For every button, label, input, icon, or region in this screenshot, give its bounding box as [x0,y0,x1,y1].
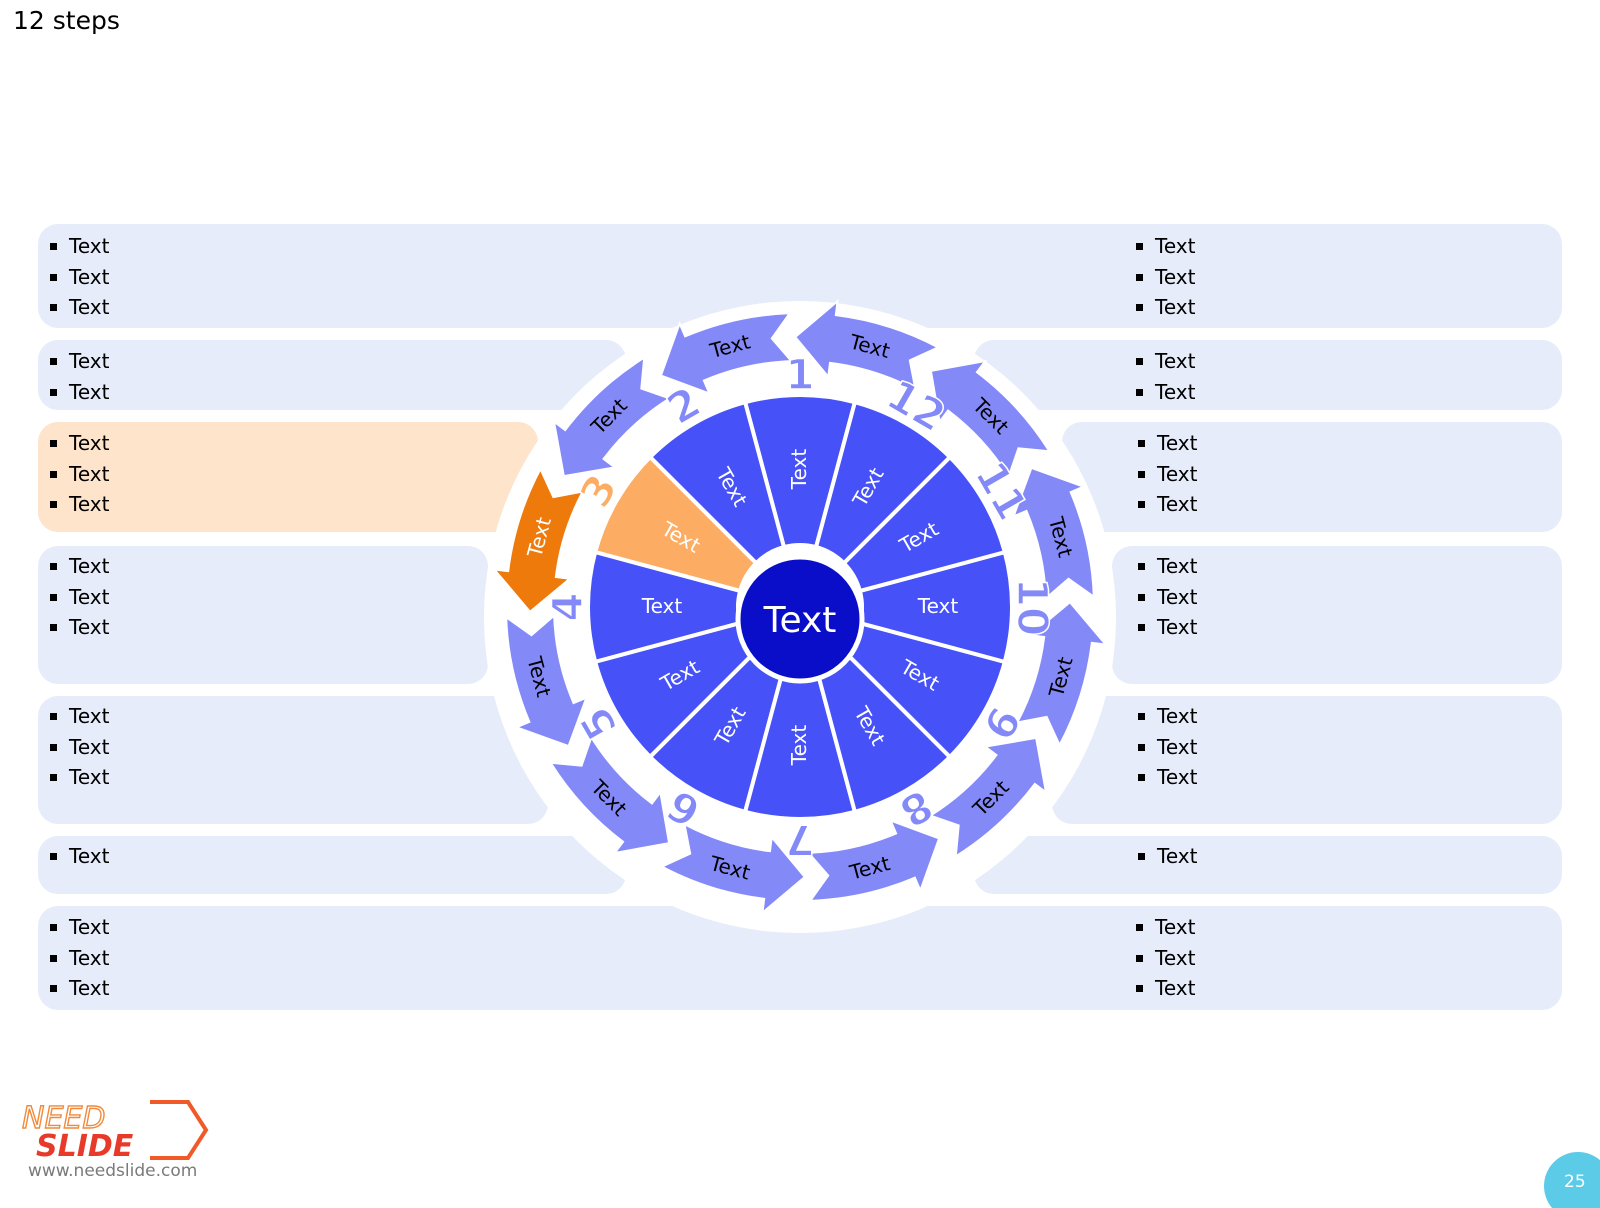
bullet-list-left-3: Text Text Text [50,428,109,520]
flow-arrow-8 [928,736,1048,859]
bullet-item: Text [1138,732,1197,763]
bullet-item: Text [1136,377,1195,408]
bullet-item: Text [1138,762,1197,793]
bullet-item: Text [50,231,109,262]
bullet-list-right-7: Text Text Text [1136,912,1195,1004]
page-number-badge [1544,1152,1600,1208]
center-circle [735,554,865,684]
step-number-4: 4 [543,592,592,621]
bullet-item: Text [1136,262,1195,293]
needslide-logo: NEED SLIDE [21,1100,209,1162]
bullet-list-right-2: Text Text [1136,346,1195,407]
bullet-item: Text [50,292,109,323]
bullet-item: Text [1136,231,1195,262]
bullet-item: Text [1138,841,1197,872]
bullet-item: Text [50,841,109,872]
bullet-list-left-2: Text Text [50,346,109,407]
flow-arrow-10 [1011,466,1095,601]
footer-url: www.needslide.com [28,1161,198,1181]
bullet-list-left-5: Text Text Text [50,701,109,793]
text-panel-right-2 [974,340,1562,410]
bullet-item: Text [50,732,109,763]
bullet-item: Text [1136,346,1195,377]
flow-arrow-4 [505,613,589,748]
text-panel-left-4 [38,546,488,684]
text-panel-right-5 [1052,696,1562,824]
bullet-item: Text [1138,489,1197,520]
bullet-item: Text [50,377,109,408]
bullet-list-left-6: Text [50,841,109,872]
step-number-10: 10 [1008,578,1057,636]
bullet-item: Text [50,612,109,643]
logo-text-bottom: SLIDE [36,1129,134,1162]
bullet-item: Text [1136,292,1195,323]
step-number-1: 1 [785,350,814,399]
bullet-list-right-1: Text Text Text [1136,231,1195,323]
flow-arrow-5 [548,735,671,855]
flow-arrow-11 [929,359,1052,479]
flow-arrow-6 [659,822,807,916]
text-panel-right-6 [974,836,1562,894]
bullet-item: Text [50,346,109,377]
bullet-item: Text [50,943,109,974]
sector-step-3 [592,454,759,594]
sector-label-1: Text [787,449,811,491]
sector-label-7: Text [787,725,811,767]
text-panel-left-6 [38,836,626,894]
flow-arrow-1 [659,312,794,396]
sector-step-12 [813,399,953,566]
flow-arrow-3 [491,466,585,614]
flow-arrow-12 [793,298,941,392]
bullet-item: Text [1138,701,1197,732]
bullet-item: Text [50,459,109,490]
bullet-item: Text [50,762,109,793]
bullet-list-right-5: Text Text Text [1138,701,1197,793]
flow-arrow-9 [1015,600,1109,748]
bullet-item: Text [50,582,109,613]
bullet-item: Text [50,973,109,1004]
text-panel-left-3-highlighted [38,422,538,532]
sector-step-11 [841,454,1008,594]
sector-label-10: Text [917,594,959,618]
bullet-list-left-7: Text Text Text [50,912,109,1004]
bullet-item: Text [50,912,109,943]
bullet-item: Text [50,551,109,582]
logo-text-top: NEED [22,1101,105,1136]
sector-step-2 [647,399,787,566]
text-panel-left-2 [38,340,626,410]
center-label: Text [763,600,837,641]
bullet-item: Text [1138,612,1197,643]
flow-arrow-2 [552,355,672,478]
bullet-item: Text [50,701,109,732]
text-panel-right-4 [1112,546,1562,684]
text-panel-right-3 [1062,422,1562,532]
bullet-item: Text [50,428,109,459]
bullet-item: Text [1136,973,1195,1004]
bullet-item: Text [1136,943,1195,974]
bullet-list-left-1: Text Text Text [50,231,109,323]
text-panel-left-5 [38,696,548,824]
bullet-item: Text [50,489,109,520]
sector-step-1 [742,393,858,550]
bullet-item: Text [1136,912,1195,943]
bullet-list-right-6: Text [1138,841,1197,872]
bullet-item: Text [50,262,109,293]
bullet-item: Text [1138,551,1197,582]
flow-arrow-7 [806,818,941,902]
slide-title: 12 steps [13,6,120,35]
bullet-item: Text [1138,428,1197,459]
sector-label-4: Text [641,594,683,618]
page-number: 25 [1564,1172,1586,1192]
bullet-list-right-4: Text Text Text [1138,551,1197,643]
bullet-list-right-3: Text Text Text [1138,428,1197,520]
step-number-7: 7 [785,815,814,864]
bullet-item: Text [1138,459,1197,490]
bullet-list-left-4: Text Text Text [50,551,109,643]
bullet-item: Text [1138,582,1197,613]
